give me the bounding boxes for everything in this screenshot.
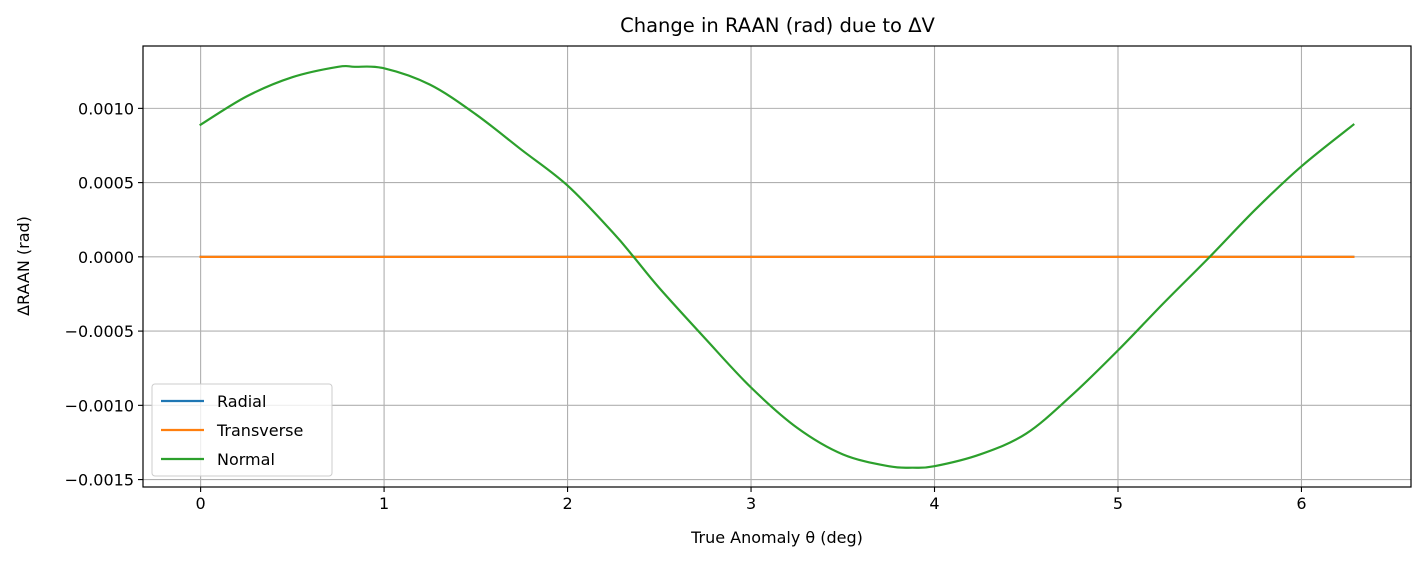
y-tick-label: −0.0005 bbox=[65, 322, 134, 341]
ticks: 0 1 2 3 4 5 6 0.0010 0.0005 0.0000 −0.0005 −0.0010 −… bbox=[65, 99, 1307, 513]
legend-frame bbox=[151, 383, 333, 477]
series-line-normal bbox=[199, 64, 1355, 469]
x-tick-label: 5 bbox=[1113, 494, 1123, 513]
y-tick-label: −0.0010 bbox=[65, 396, 134, 415]
y-tick-label: −0.0015 bbox=[65, 471, 134, 490]
x-tick-label: 3 bbox=[746, 494, 756, 513]
y-tick-label: 0.0000 bbox=[78, 248, 134, 267]
x-tick-label: 1 bbox=[379, 494, 389, 513]
series-group bbox=[199, 64, 1355, 469]
legend: Radial Transverse Normal bbox=[151, 383, 333, 477]
x-tick-label: 6 bbox=[1296, 494, 1306, 513]
x-axis-title: True Anomaly θ (deg) bbox=[690, 528, 863, 547]
chart-title: Change in RAAN (rad) due to ΔV bbox=[620, 14, 935, 37]
x-tick-label: 2 bbox=[562, 494, 572, 513]
legend-label-normal: Normal bbox=[217, 450, 275, 469]
legend-items: Radial Transverse Normal bbox=[161, 392, 303, 469]
y-axis-title: ΔRAAN (rad) bbox=[14, 216, 33, 316]
legend-label-radial: Radial bbox=[217, 392, 266, 411]
x-tick-label: 0 bbox=[196, 494, 206, 513]
y-tick-label: 0.0005 bbox=[78, 174, 134, 193]
plot-frame bbox=[142, 45, 1412, 488]
legend-label-transverse: Transverse bbox=[216, 421, 303, 440]
y-tick-label: 0.0010 bbox=[78, 99, 134, 118]
x-tick-label: 4 bbox=[929, 494, 939, 513]
